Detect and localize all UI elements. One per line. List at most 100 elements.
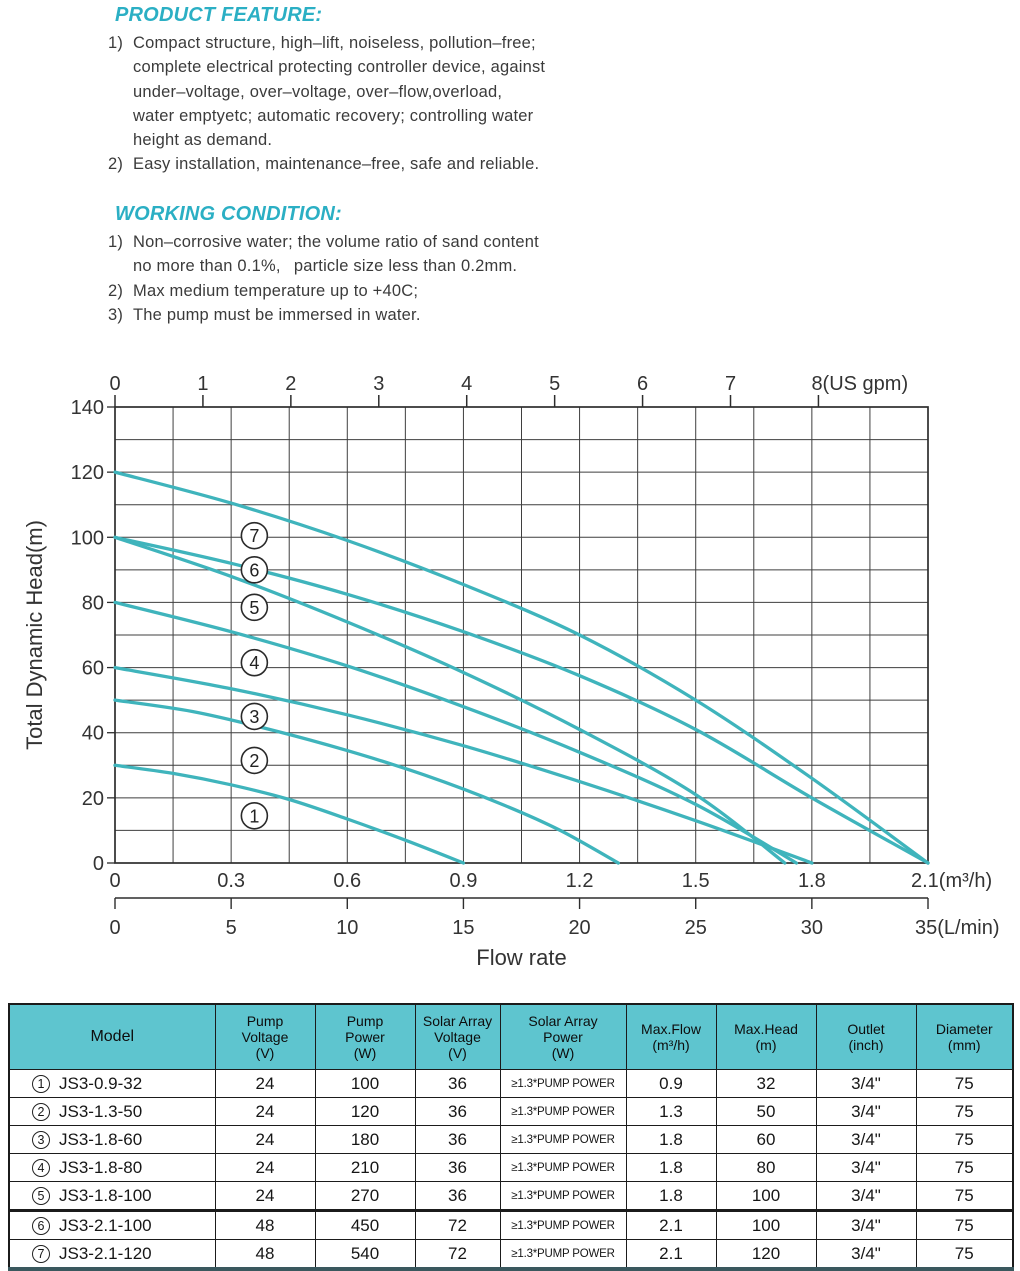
cell-model: 1 JS3-0.9-32 <box>8 1069 216 1098</box>
model-name: JS3-0.9-32 <box>59 1074 143 1094</box>
cell-outlet: 3/4" <box>815 1209 917 1240</box>
cell-max-flow: 1.3 <box>625 1097 717 1126</box>
col-header-model: Model <box>8 1003 216 1070</box>
top-axis-label: 5 <box>549 373 560 395</box>
x-axis-m3h-label: 0.3 <box>217 870 245 892</box>
curve-label-circle-4 <box>240 648 269 677</box>
cell-max-flow: 1.8 <box>625 1153 717 1182</box>
x-axis-m3h-label: 2.1(m³/h) <box>911 870 992 892</box>
row-number-badge: 2 <box>32 1103 50 1122</box>
cell-outlet: 3/4" <box>815 1125 917 1154</box>
cell-max-flow: 1.8 <box>625 1181 717 1211</box>
condition-item-3-text: The pump must be immersed in water. <box>133 305 421 324</box>
cell-diameter: 75 <box>915 1209 1014 1240</box>
cell-solar-power: ≥1.3*PUMP POWER <box>499 1239 627 1271</box>
cell-pump-power: 210 <box>314 1153 416 1182</box>
cell-solar-power: ≥1.3*PUMP POWER <box>499 1069 627 1098</box>
condition-item-2-number: 2) <box>108 281 124 300</box>
table-row-JS3-1.8-80: 4 JS3-1.8-80 24 210 36 ≥1.3*PUMP POWER 1.8 80 3/… <box>8 1153 1014 1182</box>
cell-diameter: 75 <box>915 1097 1014 1126</box>
top-axis-label: 6 <box>637 373 648 395</box>
row-number-badge: 1 <box>32 1075 50 1094</box>
x-axis-m3h-label: 1.2 <box>566 870 594 892</box>
cell-pump-power: 450 <box>314 1209 416 1240</box>
curve-label-number-4: 4 <box>249 653 259 673</box>
cell-outlet: 3/4" <box>815 1239 917 1271</box>
cell-pump-power: 540 <box>314 1239 416 1271</box>
curve-label-circle-1 <box>240 801 269 830</box>
top-axis-label: 8(US gpm) <box>811 373 908 395</box>
cell-solar-voltage: 36 <box>414 1153 501 1182</box>
x-axis-lmin-label: 30 <box>801 917 823 939</box>
pump-curve-7 <box>113 470 930 865</box>
cell-pump-voltage: 24 <box>214 1069 316 1098</box>
table-row-JS3-1.8-60: 3 JS3-1.8-60 24 180 36 ≥1.3*PUMP POWER 1.8 60 3/… <box>8 1125 1014 1154</box>
cell-pump-power: 120 <box>314 1097 416 1126</box>
col-header-diameter-mm-: Diameter (mm) <box>915 1003 1014 1070</box>
y-axis-label: 140 <box>71 397 104 419</box>
model-name: JS3-1.8-60 <box>59 1130 143 1150</box>
cell-solar-power: ≥1.3*PUMP POWER <box>499 1097 627 1126</box>
x-axis-lmin-label: 20 <box>568 917 590 939</box>
chart-svg: 0 1 2 3 4 5 6 7 8(US gpm)020406080100120140Total… <box>22 373 999 970</box>
cell-solar-voltage: 72 <box>414 1239 501 1271</box>
model-name: JS3-2.1-120 <box>59 1244 152 1264</box>
cell-pump-power: 100 <box>314 1069 416 1098</box>
x-axis-m3h-label: 0.9 <box>450 870 478 892</box>
pump-curve-4 <box>113 600 799 865</box>
cell-outlet: 3/4" <box>815 1181 917 1211</box>
cell-pump-voltage: 24 <box>214 1125 316 1154</box>
top-axis-label: 4 <box>461 373 472 395</box>
cell-solar-voltage: 36 <box>414 1181 501 1211</box>
cell-pump-voltage: 24 <box>214 1181 316 1211</box>
top-axis-label: 0 <box>109 373 120 395</box>
cell-max-head: 100 <box>715 1209 817 1240</box>
model-name: JS3-1.3-50 <box>59 1102 143 1122</box>
x-axis-lmin-label: 35(L/min) <box>915 917 999 939</box>
col-header-pump-voltage-v-: Pump Voltage (V) <box>214 1003 316 1070</box>
working-condition-section: WORKING CONDITION: 1) Non–corrosive wate… <box>108 201 708 327</box>
cell-model: 6 JS3-2.1-100 <box>8 1209 216 1240</box>
row-number-badge: 6 <box>32 1217 50 1236</box>
col-header-solar-array-voltage-v-: Solar Array Voltage (V) <box>414 1003 501 1070</box>
cell-solar-voltage: 36 <box>414 1097 501 1126</box>
cell-pump-voltage: 24 <box>214 1097 316 1126</box>
table-row-JS3-1.8-100: 5 JS3-1.8-100 24 270 36 ≥1.3*PUMP POWER 1.8 100… <box>8 1181 1014 1211</box>
y-axis-title: Total Dynamic Head(m) <box>22 520 47 750</box>
x-axis-m3h-label: 1.5 <box>682 870 710 892</box>
row-number-badge: 3 <box>32 1131 50 1150</box>
x-axis-lmin-label: 5 <box>226 917 237 939</box>
feature-item-2-text: Easy installation, maintenance–free, saf… <box>133 155 540 174</box>
curve-label-number-5: 5 <box>249 598 259 618</box>
x-axis-lmin-label: 15 <box>452 917 474 939</box>
curve-label-circle-7 <box>240 521 269 550</box>
y-axis-label: 100 <box>71 527 104 549</box>
cell-pump-power: 270 <box>314 1181 416 1211</box>
cell-max-head: 120 <box>715 1239 817 1271</box>
cell-max-flow: 2.1 <box>625 1239 717 1271</box>
table-row-JS3-0.9-32: 1 JS3-0.9-32 24 100 36 ≥1.3*PUMP POWER 0.9 32 3/… <box>8 1069 1014 1098</box>
cell-solar-voltage: 36 <box>414 1069 501 1098</box>
y-axis-label: 20 <box>82 788 104 810</box>
y-axis-label: 40 <box>82 723 104 745</box>
product-feature-heading: PRODUCT FEATURE: <box>115 4 323 26</box>
curve-label-number-2: 2 <box>249 751 259 771</box>
cell-diameter: 75 <box>915 1181 1014 1211</box>
model-name: JS3-1.8-80 <box>59 1158 143 1178</box>
cell-diameter: 75 <box>915 1239 1014 1271</box>
col-header-max-flow-m-h-: Max.Flow (m³/h) <box>625 1003 717 1070</box>
curve-label-circle-5 <box>240 593 269 622</box>
pump-performance-chart: 0 1 2 3 4 5 6 7 8(US gpm) 0 20 40 60 80 100 120 140 Total… <box>0 352 1020 984</box>
cell-solar-power: ≥1.3*PUMP POWER <box>499 1153 627 1182</box>
cell-pump-power: 180 <box>314 1125 416 1154</box>
x-axis-m3h-label: 0 <box>109 870 120 892</box>
table-row-JS3-2.1-100: 6 JS3-2.1-100 48 450 72 ≥1.3*PUMP POWER 2.1 100… <box>8 1209 1014 1240</box>
top-axis-label: 2 <box>285 373 296 395</box>
x-axis-lmin-label: 10 <box>336 917 358 939</box>
condition-item-3-number: 3) <box>108 305 124 324</box>
cell-pump-voltage: 24 <box>214 1153 316 1182</box>
cell-max-head: 32 <box>715 1069 817 1098</box>
cell-solar-power: ≥1.3*PUMP POWER <box>499 1181 627 1211</box>
condition-item-2: 2) Max medium temperature up to +40C; <box>108 279 708 303</box>
x-axis-m3h-label: 0.6 <box>333 870 361 892</box>
